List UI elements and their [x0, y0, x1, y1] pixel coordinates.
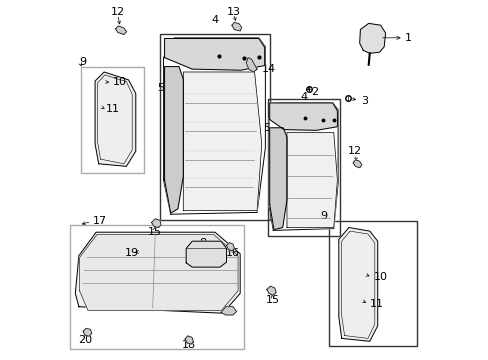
Polygon shape	[286, 132, 337, 228]
Text: 18: 18	[181, 340, 195, 350]
Polygon shape	[246, 58, 257, 72]
Text: 5: 5	[263, 123, 270, 133]
Text: 9: 9	[320, 211, 326, 221]
Polygon shape	[115, 26, 126, 35]
Polygon shape	[185, 336, 193, 344]
Bar	[70, 225, 244, 349]
Polygon shape	[338, 228, 377, 341]
Polygon shape	[226, 243, 234, 251]
Polygon shape	[268, 103, 337, 230]
Text: 11: 11	[369, 299, 383, 309]
Text: 9: 9	[79, 57, 86, 67]
Text: 1: 1	[404, 33, 411, 43]
Text: 15: 15	[265, 294, 279, 305]
Polygon shape	[231, 22, 241, 31]
Text: 17: 17	[92, 216, 106, 226]
Polygon shape	[269, 128, 286, 230]
Text: 12: 12	[347, 146, 362, 156]
Text: 20: 20	[78, 335, 92, 345]
Text: 10: 10	[113, 77, 127, 87]
Text: 2: 2	[310, 87, 318, 97]
Text: 19: 19	[125, 248, 139, 258]
Text: 10: 10	[373, 272, 386, 282]
Polygon shape	[359, 23, 385, 53]
Text: 5: 5	[157, 83, 164, 93]
Polygon shape	[183, 72, 261, 211]
Polygon shape	[75, 232, 240, 313]
Bar	[81, 67, 143, 173]
Text: 4: 4	[211, 15, 218, 25]
Polygon shape	[186, 241, 226, 267]
Polygon shape	[95, 72, 136, 166]
Text: 6: 6	[193, 38, 200, 48]
Text: 14: 14	[261, 64, 275, 74]
Text: 11: 11	[106, 104, 120, 114]
Polygon shape	[352, 160, 361, 168]
Polygon shape	[163, 38, 265, 214]
Text: 13: 13	[226, 6, 240, 17]
Text: 16: 16	[225, 248, 240, 258]
Polygon shape	[83, 328, 92, 336]
Polygon shape	[221, 307, 236, 315]
Polygon shape	[266, 286, 276, 295]
Text: 8: 8	[199, 238, 206, 248]
Text: 3: 3	[361, 96, 368, 106]
Text: 6: 6	[285, 103, 291, 113]
Polygon shape	[151, 219, 161, 228]
Polygon shape	[164, 39, 264, 70]
Bar	[160, 34, 269, 220]
Polygon shape	[269, 103, 337, 130]
Bar	[328, 221, 416, 346]
Text: 7: 7	[316, 111, 323, 121]
Text: 4: 4	[300, 92, 307, 102]
Polygon shape	[164, 67, 183, 213]
Text: 12: 12	[110, 6, 124, 17]
Text: 15: 15	[147, 227, 161, 237]
Text: 7: 7	[236, 47, 243, 57]
Polygon shape	[80, 235, 238, 310]
Bar	[267, 99, 339, 236]
